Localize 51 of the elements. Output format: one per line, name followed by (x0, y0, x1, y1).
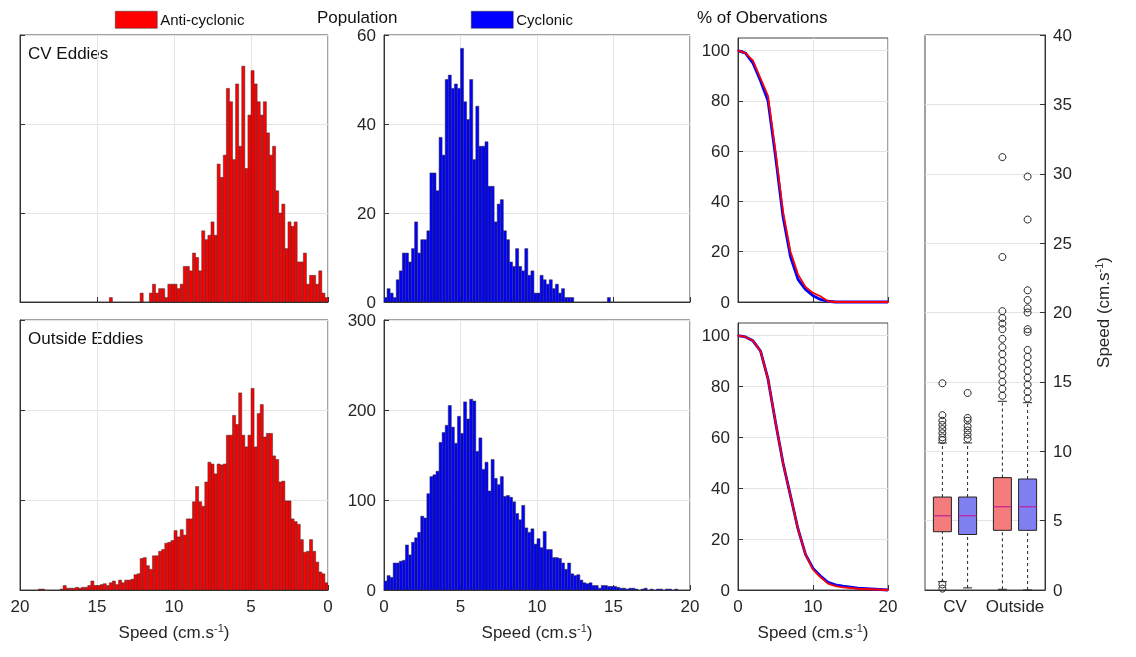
y-tick-label: 40 (711, 191, 730, 211)
annotation: Outside Eddies (28, 329, 144, 348)
y-tick-label: 40 (357, 114, 376, 134)
y-tick-label: 40 (1053, 25, 1072, 45)
y-tick-label: 15 (1053, 372, 1072, 392)
x-tick-label: 5 (246, 597, 256, 616)
chart-title: % of Obervations (697, 8, 828, 27)
y-tick-label: 20 (711, 529, 730, 549)
x-tick-label: 10 (527, 597, 547, 616)
x-tick-label: 10 (803, 597, 823, 616)
y-tick-label: 20 (1053, 303, 1072, 322)
y-tick-label: 0 (366, 580, 376, 600)
y-tick-label: 100 (701, 326, 730, 346)
x-tick-label: 20 (878, 597, 898, 616)
y-tick-label: 0 (720, 292, 730, 312)
y-tick-label: 100 (347, 490, 376, 510)
y-tick-label: 60 (357, 25, 376, 45)
y-tick-label: 0 (366, 292, 376, 312)
x-tick-label: 20 (10, 597, 30, 616)
x-tick-label: 10 (164, 597, 184, 616)
x-tick-label: Outside (985, 597, 1045, 616)
y-tick-label: 0 (720, 580, 730, 600)
x-tick-label: 0 (379, 597, 389, 616)
x-tick-label: 15 (87, 597, 107, 616)
y-tick-label: 5 (1053, 511, 1063, 531)
annotation: CV Eddies (28, 44, 109, 63)
y-tick-label: 80 (711, 377, 730, 397)
y-tick-label: 100 (701, 41, 730, 61)
x-tick-label: CV (943, 597, 968, 616)
x-tick-label: 15 (604, 597, 623, 616)
x-tick-label: 5 (455, 597, 466, 616)
y-tick-label: 80 (711, 91, 730, 111)
y-tick-label: 20 (711, 242, 730, 262)
y-tick-label: 60 (711, 141, 730, 161)
y-tick-label: 20 (357, 203, 376, 223)
x-tick-label: 0 (733, 597, 743, 616)
y-tick-label: 0 (1053, 580, 1063, 600)
y-tick-label: 30 (1053, 164, 1072, 184)
y-tick-label: 200 (347, 400, 376, 420)
y-tick-label: 25 (1053, 233, 1072, 253)
legend-label: Anti-cyclonic (160, 11, 245, 29)
y-tick-label: 10 (1053, 441, 1072, 461)
y-tick-label: 60 (711, 427, 730, 447)
x-tick-label: 0 (323, 597, 333, 616)
x-tick-label: 20 (680, 597, 700, 616)
y-tick-label: 300 (347, 310, 376, 330)
y-axis-title: Speed (cm.s-1) (1092, 257, 1113, 368)
legend-label: Cyclonic (516, 11, 574, 29)
chart-title: Population (317, 8, 398, 27)
y-tick-label: 40 (711, 478, 730, 498)
y-tick-label: 35 (1053, 94, 1072, 114)
